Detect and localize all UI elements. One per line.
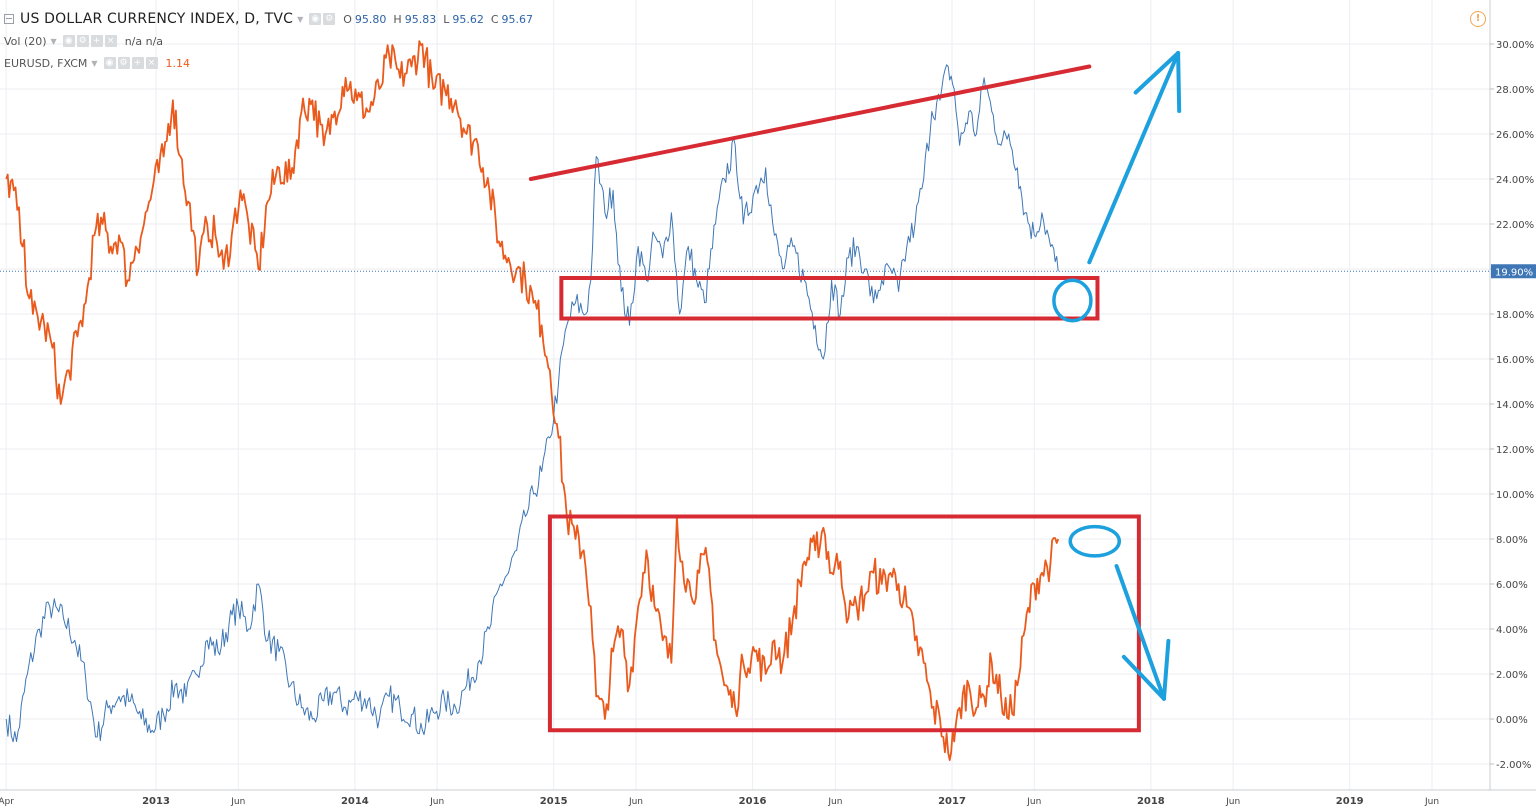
x-tick-label: 2015: [540, 796, 568, 807]
ohlc-close-value: 95.67: [501, 12, 534, 26]
symbol-title[interactable]: US DOLLAR CURRENCY INDEX, D, TVC: [20, 11, 294, 27]
x-tick-label: 2016: [739, 796, 767, 807]
y-tick-label: 24.00%: [1496, 175, 1534, 186]
ohlc-open-value: 95.80: [354, 12, 387, 26]
y-tick-label: 18.00%: [1496, 310, 1534, 321]
arrow-head-stroke: [1161, 638, 1171, 701]
series-layer: [5, 40, 1060, 761]
y-tick-label: 6.00%: [1496, 580, 1528, 591]
volume-label[interactable]: Vol (20): [4, 34, 47, 48]
volume-controls: ◉ ⚙ + ×: [62, 35, 117, 47]
y-tick-label: 0.00%: [1496, 715, 1528, 726]
compare-controls: ◉ ⚙ + ×: [103, 57, 158, 69]
y-tick-label: 30.00%: [1496, 40, 1534, 51]
arrow-head-stroke: [1133, 51, 1181, 95]
x-tick-label: 2017: [938, 796, 966, 807]
y-tick-label: 10.00%: [1496, 490, 1534, 501]
y-tick-label: -2.00%: [1496, 760, 1531, 771]
plus-icon[interactable]: +: [90, 35, 103, 47]
legend-main-row: US DOLLAR CURRENCY INDEX, D, TVC ▼ ◉ ⚙ O…: [4, 8, 540, 30]
arrow-head-stroke: [1121, 654, 1166, 701]
gear-icon[interactable]: ⚙: [323, 13, 336, 25]
x-tick-label: Jun: [230, 797, 245, 807]
eye-icon[interactable]: ◉: [62, 35, 75, 47]
grid: [0, 0, 1490, 790]
ellipse-annotation[interactable]: [1052, 278, 1093, 323]
arrow-annotation[interactable]: [1114, 564, 1166, 701]
y-tick-label: 12.00%: [1496, 445, 1534, 456]
rectangle-annotation[interactable]: [559, 276, 1100, 321]
close-icon[interactable]: ×: [104, 35, 117, 47]
current-value-label: 19.90%: [1495, 267, 1533, 278]
y-tick-label: 16.00%: [1496, 355, 1534, 366]
ellipse-annotation[interactable]: [1068, 524, 1122, 558]
x-tick-label: 2014: [341, 796, 369, 807]
close-icon[interactable]: ×: [145, 57, 158, 69]
x-tick-label: Jun: [827, 797, 842, 807]
main-series-controls: ◉ ⚙: [309, 13, 336, 25]
ohlc-high-label: H: [393, 12, 402, 26]
x-tick-label: Jun: [1225, 797, 1240, 807]
x-tick-label: 2013: [142, 796, 170, 807]
y-tick-label: 22.00%: [1496, 220, 1534, 231]
eye-icon[interactable]: ◉: [309, 13, 322, 25]
ohlc-close-label: C: [490, 12, 499, 26]
chevron-down-icon[interactable]: ▼: [297, 14, 304, 24]
x-tick-label: Jun: [1424, 797, 1439, 807]
legend: US DOLLAR CURRENCY INDEX, D, TVC ▼ ◉ ⚙ O…: [4, 8, 540, 74]
y-tick-label: 4.00%: [1496, 625, 1528, 636]
gear-icon[interactable]: ⚙: [117, 57, 130, 69]
legend-volume-row: Vol (20) ▼ ◉ ⚙ + × n/a n/a: [4, 30, 540, 52]
y-tick-label: 8.00%: [1496, 535, 1528, 546]
collapse-icon[interactable]: [4, 14, 14, 24]
series-line-eurusd: [5, 40, 1060, 761]
compare-label[interactable]: EURUSD, FXCM: [4, 56, 88, 70]
series-line-dxy: [5, 64, 1059, 743]
y-tick-label: 14.00%: [1496, 400, 1534, 411]
x-tick-label: 2018: [1137, 796, 1165, 807]
legend-compare-row: EURUSD, FXCM ▼ ◉ ⚙ + × 1.14: [4, 52, 540, 74]
y-tick-label: 2.00%: [1496, 670, 1528, 681]
plus-icon[interactable]: +: [131, 57, 144, 69]
x-tick-label: Jun: [1026, 797, 1041, 807]
x-tick-label: Jun: [429, 797, 444, 807]
trend-line-annotation[interactable]: [528, 64, 1092, 181]
x-tick-label: Apr: [0, 797, 14, 807]
x-tick-label: 2019: [1336, 796, 1364, 807]
ohlc-low-label: L: [443, 12, 450, 26]
gear-icon[interactable]: ⚙: [76, 35, 89, 47]
y-tick-label: 26.00%: [1496, 130, 1534, 141]
y-tick-label: 28.00%: [1496, 85, 1534, 96]
warning-icon[interactable]: !: [1470, 11, 1486, 27]
chevron-down-icon[interactable]: ▼: [50, 36, 57, 46]
compare-value: 1.14: [165, 56, 191, 70]
rectangle-annotation[interactable]: [547, 514, 1141, 733]
ohlc-high-value: 95.83: [404, 12, 437, 26]
current-value-badge: [1491, 264, 1536, 279]
ohlc-low-value: 95.62: [452, 12, 484, 26]
arrow-head-stroke: [1176, 51, 1182, 113]
ohlc-open-label: O: [343, 12, 352, 26]
chevron-down-icon[interactable]: ▼: [91, 58, 98, 68]
annotation-layer[interactable]: [528, 51, 1182, 733]
arrow-annotation[interactable]: [1087, 51, 1181, 265]
volume-value: n/a n/a: [124, 34, 164, 48]
eye-icon[interactable]: ◉: [103, 57, 116, 69]
x-tick-label: Jun: [628, 797, 643, 807]
